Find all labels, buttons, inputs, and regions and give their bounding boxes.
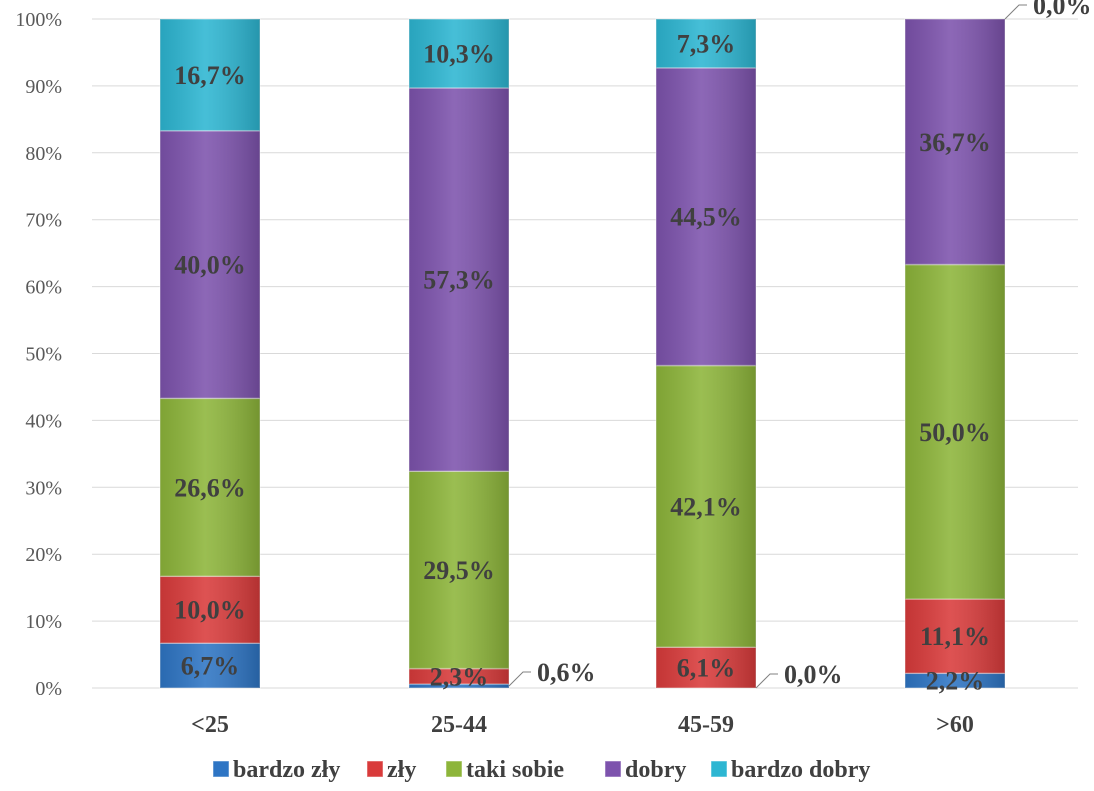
bar-segment-shading — [656, 19, 756, 68]
data-label: 36,7% — [919, 128, 991, 157]
leader-line — [755, 673, 778, 689]
y-tick-label: 90% — [25, 76, 62, 98]
y-tick-label: 70% — [25, 210, 62, 232]
data-label: 16,7% — [174, 61, 246, 90]
y-tick-label: 40% — [25, 410, 62, 432]
y-tick-label: 10% — [25, 611, 62, 633]
bar-segment-shading — [160, 130, 260, 399]
data-label: 50,0% — [919, 418, 991, 447]
data-labels: 6,7% 10,0% 26,6% 40,0% 16,7% 0,6% 2,3% 29,5% 57,… — [174, 0, 1091, 696]
legend-swatch — [366, 760, 384, 778]
data-label: 57,3% — [423, 266, 495, 295]
bar-segment-shading — [160, 19, 260, 131]
x-tick-label: <25 — [191, 712, 229, 738]
data-label: 44,5% — [670, 203, 742, 232]
data-label: 7,3% — [677, 29, 736, 58]
bar-segment-shading — [905, 264, 1005, 600]
legend-swatch — [604, 760, 622, 778]
bar-segment-shading — [409, 19, 509, 88]
legend-label: zły — [387, 757, 416, 783]
legend-label: bardzo dobry — [731, 757, 870, 783]
x-tick-label: >60 — [936, 712, 974, 738]
bars — [159, 18, 1006, 689]
data-label: 2,3% — [430, 662, 489, 691]
bar-segment-shading — [409, 683, 509, 688]
legend-label: dobry — [625, 757, 686, 783]
bar-segment-shading — [160, 643, 260, 688]
legend-swatch — [212, 760, 230, 778]
bar-segment-shading — [409, 668, 509, 684]
data-label: 26,6% — [174, 473, 246, 502]
y-tick-label: 60% — [25, 277, 62, 299]
legend-swatch — [710, 760, 728, 778]
data-label: 42,1% — [670, 492, 742, 521]
data-label: 6,7% — [181, 652, 240, 681]
data-label: 0,0% — [1033, 0, 1092, 20]
leader-line — [508, 671, 531, 687]
x-tick-label: 25-44 — [431, 712, 487, 738]
bar-segment-shading — [409, 87, 509, 472]
data-label: 6,1% — [677, 654, 736, 683]
bar-segment-shading — [905, 599, 1005, 674]
bar-segment-shading — [160, 398, 260, 577]
legend-label: bardzo zły — [233, 757, 340, 783]
y-tick-label: 20% — [25, 544, 62, 566]
bar-segment-shading — [905, 673, 1005, 688]
y-tick-label: 0% — [35, 678, 62, 700]
leader-line — [1004, 4, 1027, 20]
data-label: 11,1% — [920, 622, 990, 651]
legend-swatch — [445, 760, 463, 778]
data-label: 2,2% — [926, 667, 985, 696]
bar-segment-shading — [656, 647, 756, 688]
data-label: 40,0% — [174, 251, 246, 280]
bar-segment-shading — [905, 19, 1005, 265]
data-label: 0,6% — [537, 658, 596, 687]
bar-segment-shading — [656, 67, 756, 366]
data-label: 0,0% — [784, 660, 843, 689]
y-tick-label: 50% — [25, 344, 62, 366]
x-axis: <25 25-44 45-59 >60 — [191, 712, 974, 738]
y-tick-label: 30% — [25, 477, 62, 499]
x-tick-label: 45-59 — [678, 712, 734, 738]
y-tick-label: 100% — [15, 9, 62, 31]
y-axis: 0% 10% 20% 30% 40% 50% 60% 70% 80% 90% 100% — [15, 9, 62, 700]
y-tick-label: 80% — [25, 143, 62, 165]
legend: bardzo zły zły taki sobie dobry bardzo dobry — [212, 757, 870, 783]
data-label: 29,5% — [423, 556, 495, 585]
data-label: 10,0% — [174, 596, 246, 625]
bar-segment-shading — [409, 471, 509, 669]
bar-segment-shading — [160, 576, 260, 644]
data-label: 10,3% — [423, 39, 495, 68]
legend-label: taki sobie — [466, 757, 564, 783]
bar-segment-shading — [656, 365, 756, 648]
